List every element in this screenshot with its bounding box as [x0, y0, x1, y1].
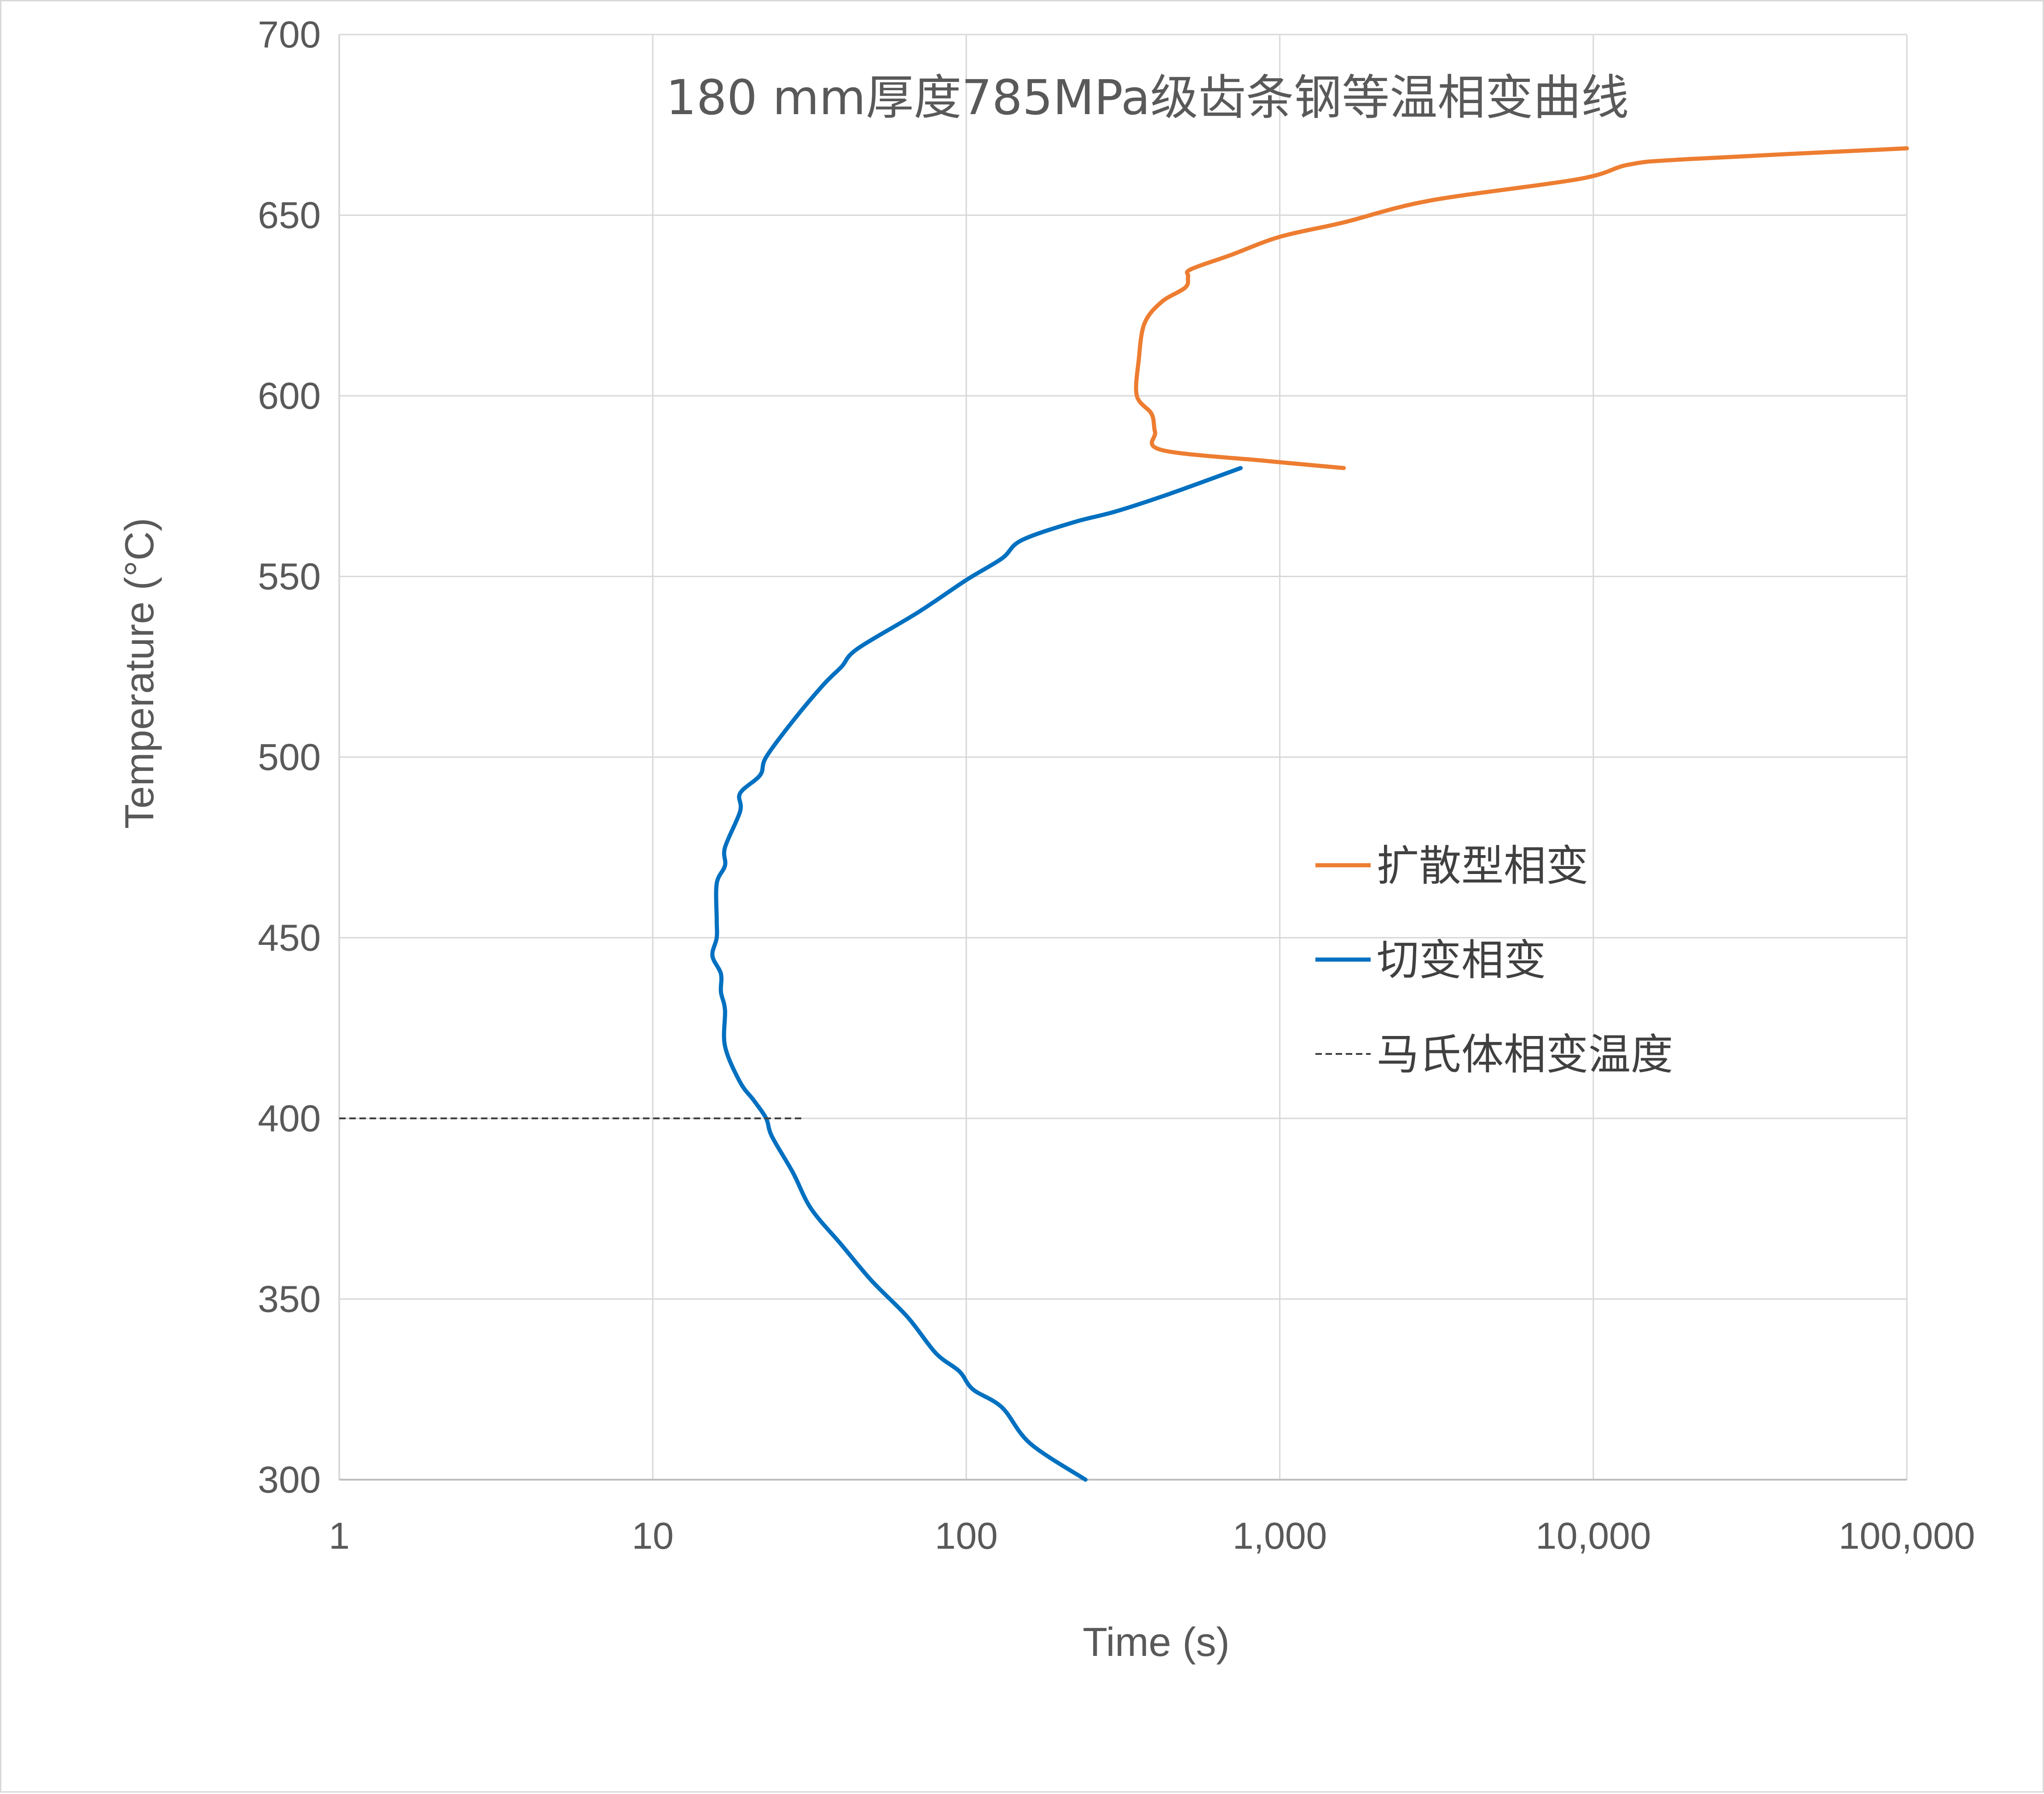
- x-tick-label: 1: [329, 1515, 350, 1557]
- x-tick-label: 100,000: [1839, 1515, 1975, 1557]
- chart-title: 180 mm厚度785MPa级齿条钢等温相变曲线: [666, 69, 1629, 126]
- y-tick-label: 650: [258, 195, 321, 237]
- x-tick-label: 10: [632, 1515, 674, 1557]
- y-tick-label: 350: [258, 1279, 321, 1320]
- series-lines: [339, 146, 1909, 1482]
- y-tick-label: 400: [258, 1098, 321, 1140]
- legend: 扩散型相变 切变相变 马氏体相变温度: [1315, 841, 1673, 1079]
- legend-item-martensite: 马氏体相变温度: [1315, 1030, 1673, 1079]
- x-tick-label: 1,000: [1233, 1515, 1327, 1557]
- x-tick-label: 100: [935, 1515, 998, 1557]
- y-axis-title: Temperature (°C): [116, 518, 162, 829]
- legend-item-shear: 切变相变: [1315, 936, 1546, 985]
- y-tick-label: 450: [258, 917, 321, 959]
- x-tick-label: 10,000: [1535, 1515, 1651, 1557]
- legend-label-shear: 切变相变: [1377, 936, 1546, 985]
- y-tick-label: 300: [258, 1459, 321, 1501]
- x-tick-labels: 1 10 100 1,000 10,000 100,000: [329, 1515, 1975, 1557]
- y-tick-label: 600: [258, 375, 321, 417]
- y-tick-label: 500: [258, 736, 321, 778]
- series-line-shear: [710, 466, 1243, 1482]
- x-axis-title: Time (s): [1083, 1619, 1229, 1665]
- y-tick-label: 550: [258, 556, 321, 598]
- legend-item-diffusion: 扩散型相变: [1315, 841, 1588, 891]
- gridlines: [339, 34, 1908, 1480]
- y-tick-labels: 300 350 400 450 500 550 600 650 700: [258, 14, 321, 1501]
- y-tick-label: 700: [258, 14, 321, 56]
- series-line-diffusion: [1134, 146, 1909, 470]
- legend-label-diffusion: 扩散型相变: [1377, 841, 1588, 891]
- axes: [338, 35, 1907, 1481]
- legend-label-martensite: 马氏体相变温度: [1377, 1030, 1673, 1079]
